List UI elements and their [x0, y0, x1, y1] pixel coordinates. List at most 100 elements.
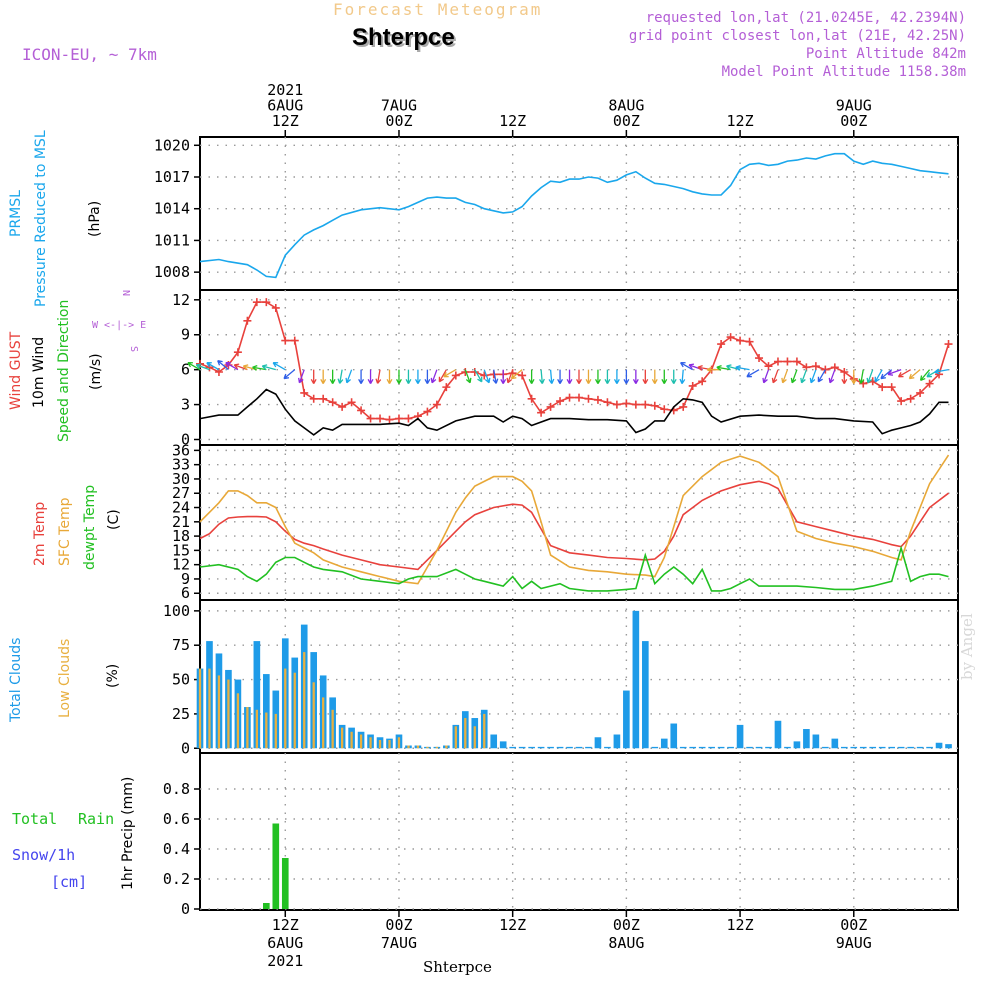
gust-marker — [470, 367, 479, 376]
total-cloud-bar — [859, 746, 867, 749]
wind-direction-arrow — [510, 369, 523, 380]
wind-direction-arrow — [632, 369, 639, 384]
bottom-time-label: 9AUG — [836, 934, 872, 952]
y-tick-label: 0 — [181, 900, 190, 918]
total-cloud-bar — [774, 720, 782, 749]
gust-marker — [792, 357, 801, 366]
wind-direction-arrow — [272, 362, 286, 371]
snow-unit-label: [cm] — [51, 873, 88, 891]
total-cloud-bar — [263, 674, 270, 749]
gust-marker — [764, 362, 773, 371]
total-cloud-bar — [651, 746, 659, 749]
total-cloud-bar — [623, 690, 630, 749]
bottom-time-label: 00Z — [613, 916, 640, 934]
top-time-label: 7AUG — [381, 97, 417, 115]
total-cloud-bar — [935, 742, 943, 749]
gust-marker — [717, 340, 726, 349]
gust-marker — [603, 398, 612, 407]
wind-direction-arrow — [716, 365, 731, 371]
wind-direction-arrow — [919, 369, 931, 381]
gust-marker — [432, 400, 441, 409]
compass-north: N — [120, 290, 131, 297]
wind-direction-arrow — [897, 369, 911, 378]
gust-marker — [755, 354, 764, 363]
gust-marker — [442, 383, 451, 392]
gust-marker — [773, 357, 782, 366]
wind-direction-arrow — [548, 369, 555, 384]
wind-direction-arrow — [746, 369, 760, 378]
total-cloud-bar — [926, 746, 933, 749]
gust-marker — [233, 348, 242, 357]
gust-marker — [243, 316, 252, 325]
gust-marker — [461, 367, 470, 376]
wind-direction-arrow — [438, 369, 447, 383]
wind-direction-arrow — [320, 369, 327, 384]
wind-direction-arrow — [670, 369, 677, 384]
y-tick-label: 1020 — [154, 136, 190, 154]
y-tick-label: 24 — [172, 499, 190, 517]
gust-marker — [537, 408, 546, 417]
low-cloud-bar — [426, 746, 429, 749]
total-cloud-bar — [822, 746, 829, 749]
total-cloud-bar — [831, 738, 839, 749]
pressure-label-2: Pressure Reduced to MSL — [33, 130, 49, 307]
wind-direction-arrow — [800, 369, 808, 384]
gust-marker — [527, 394, 536, 403]
y-tick-label: 1008 — [154, 263, 190, 281]
gust-marker — [252, 298, 261, 307]
y-tick-label: 6 — [181, 584, 190, 602]
top-time-label: 12Z — [272, 112, 299, 130]
wind-direction-arrow — [310, 369, 317, 384]
bottom-time-label: 12Z — [727, 916, 754, 934]
gust-marker — [821, 365, 830, 374]
wind-direction-arrow — [781, 369, 789, 384]
bottom-time-label: 12Z — [499, 916, 526, 934]
y-tick-label: 0 — [181, 739, 190, 757]
wind-direction-arrow — [430, 369, 438, 384]
wind-direction-arrow — [424, 369, 431, 384]
gust-marker — [641, 400, 650, 409]
top-time-label: 00Z — [385, 112, 412, 130]
temp2m-series-line — [199, 480, 949, 571]
total-cloud-bar — [755, 746, 763, 749]
wind-direction-arrow — [474, 369, 483, 383]
subtitle: Forecast Meteogram — [333, 0, 543, 19]
grid-point-coords: grid point closest lon,lat (21E, 42.25N) — [628, 28, 966, 44]
gust-marker — [887, 383, 896, 392]
low-cloud-bar — [331, 709, 334, 749]
total-cloud-bar — [642, 641, 649, 749]
total-cloud-bar — [850, 746, 858, 749]
total-cloud-bar — [490, 734, 498, 749]
low-cloud-bar — [369, 737, 372, 749]
y-tick-label: 0 — [181, 431, 190, 449]
total-cloud-bar — [585, 746, 592, 749]
low-cloud-bar — [198, 668, 202, 749]
total-cloud-bar — [717, 746, 725, 749]
y-tick-label: 6 — [181, 361, 190, 379]
gust-marker — [262, 298, 271, 307]
gust-marker — [736, 336, 745, 345]
gust-marker — [631, 400, 640, 409]
wind-direction-arrow — [585, 369, 592, 384]
low-cloud-bar — [227, 679, 230, 749]
total-cloud-bar — [509, 746, 516, 749]
low-cloud-bar — [265, 712, 268, 749]
y-tick-label: 21 — [172, 513, 190, 531]
bottom-time-label: 6AUG — [267, 934, 303, 952]
low-cloud-bar — [274, 713, 277, 749]
gust-marker — [271, 303, 280, 312]
wind-direction-arrow — [329, 369, 336, 384]
wind-10m-label: 10m Wind — [31, 336, 47, 408]
gust-marker — [451, 371, 460, 380]
total-cloud-bar — [689, 746, 697, 749]
rain-bar — [272, 823, 280, 909]
total-cloud-bar — [632, 610, 640, 749]
model-label: ICON-EU, ~ 7km — [22, 45, 157, 64]
total-cloud-bar — [499, 741, 507, 749]
gust-marker — [698, 377, 707, 386]
wind-direction-arrow — [539, 369, 545, 384]
y-tick-label: 36 — [172, 441, 190, 459]
total-cloud-bar — [660, 738, 668, 749]
gust-marker — [347, 398, 356, 407]
y-tick-label: 30 — [172, 470, 190, 488]
